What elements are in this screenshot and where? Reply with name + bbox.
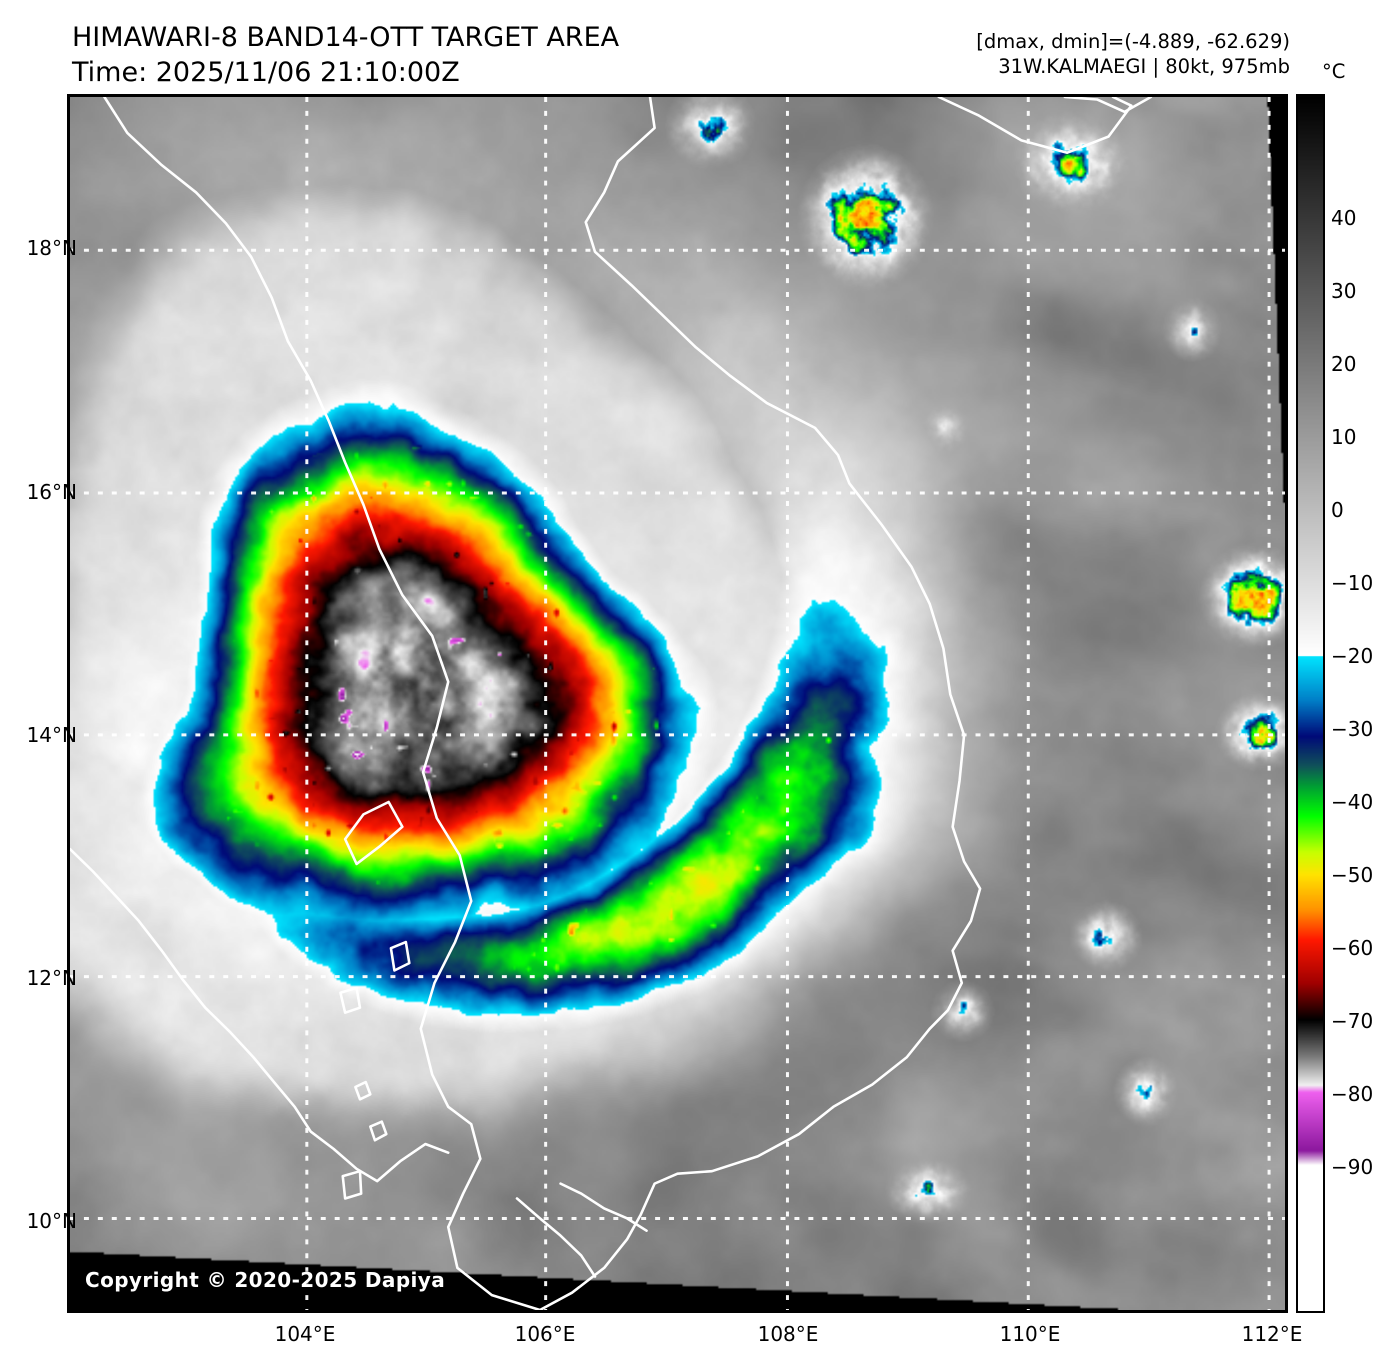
colorbar-tick-1: 30 (1331, 279, 1357, 304)
colorbar-tick-8: −40 (1331, 790, 1374, 815)
x-axis-tick-1: 106°E (514, 1322, 576, 1346)
x-axis-tick-3: 110°E (999, 1322, 1061, 1346)
storm-info-label: 31W.KALMAEGI | 80kt, 975mb (998, 54, 1290, 78)
colorbar-tick-12: −80 (1331, 1082, 1374, 1107)
title-block: HIMAWARI-8 BAND14-OTT TARGET AREA Time: … (72, 20, 619, 90)
x-axis-tick-0: 104°E (274, 1322, 336, 1346)
colorbar-tick-11: −70 (1331, 1009, 1374, 1034)
y-axis-tick-1: 16°N (26, 480, 77, 504)
dmax-dmin-label: [dmax, dmin]=(-4.889, -62.629) (976, 30, 1290, 53)
colorbar-gradient (1298, 96, 1323, 1311)
y-axis-tick-2: 14°N (26, 723, 77, 747)
x-axis-tick-2: 108°E (757, 1322, 819, 1346)
colorbar-unit-label: °C (1322, 60, 1346, 83)
colorbar-tick-13: −90 (1331, 1155, 1374, 1179)
colorbar-tick-4: 0 (1331, 498, 1344, 523)
x-axis-tick-4: 112°E (1241, 1322, 1303, 1346)
colorbar-tick-5: −10 (1331, 571, 1374, 596)
y-axis-tick-0: 18°N (26, 236, 77, 260)
satellite-ir-canvas (70, 97, 1285, 1310)
colorbar-tick-6: −20 (1331, 644, 1374, 669)
y-axis-tick-4: 10°N (26, 1209, 77, 1233)
colorbar-tick-9: −50 (1331, 863, 1374, 888)
colorbar-tick-3: 10 (1331, 425, 1357, 450)
timestamp-line: Time: 2025/11/06 21:10:00Z (72, 57, 460, 89)
colorbar-tick-10: −60 (1331, 936, 1374, 961)
y-axis-tick-3: 12°N (26, 966, 77, 990)
colorbar-tick-7: −30 (1331, 717, 1374, 742)
colorbar-tick-2: 20 (1331, 352, 1357, 377)
satellite-image-plot: Copyright © 2020-2025 Dapiya (67, 94, 1288, 1313)
metadata-block: [dmax, dmin]=(-4.889, -62.629) 31W.KALMA… (976, 30, 1290, 80)
page-title: HIMAWARI-8 BAND14-OTT TARGET AREA (72, 22, 620, 53)
colorbar (1296, 94, 1325, 1313)
colorbar-tick-0: 40 (1331, 206, 1357, 231)
copyright-label: Copyright © 2020-2025 Dapiya (85, 1268, 446, 1292)
